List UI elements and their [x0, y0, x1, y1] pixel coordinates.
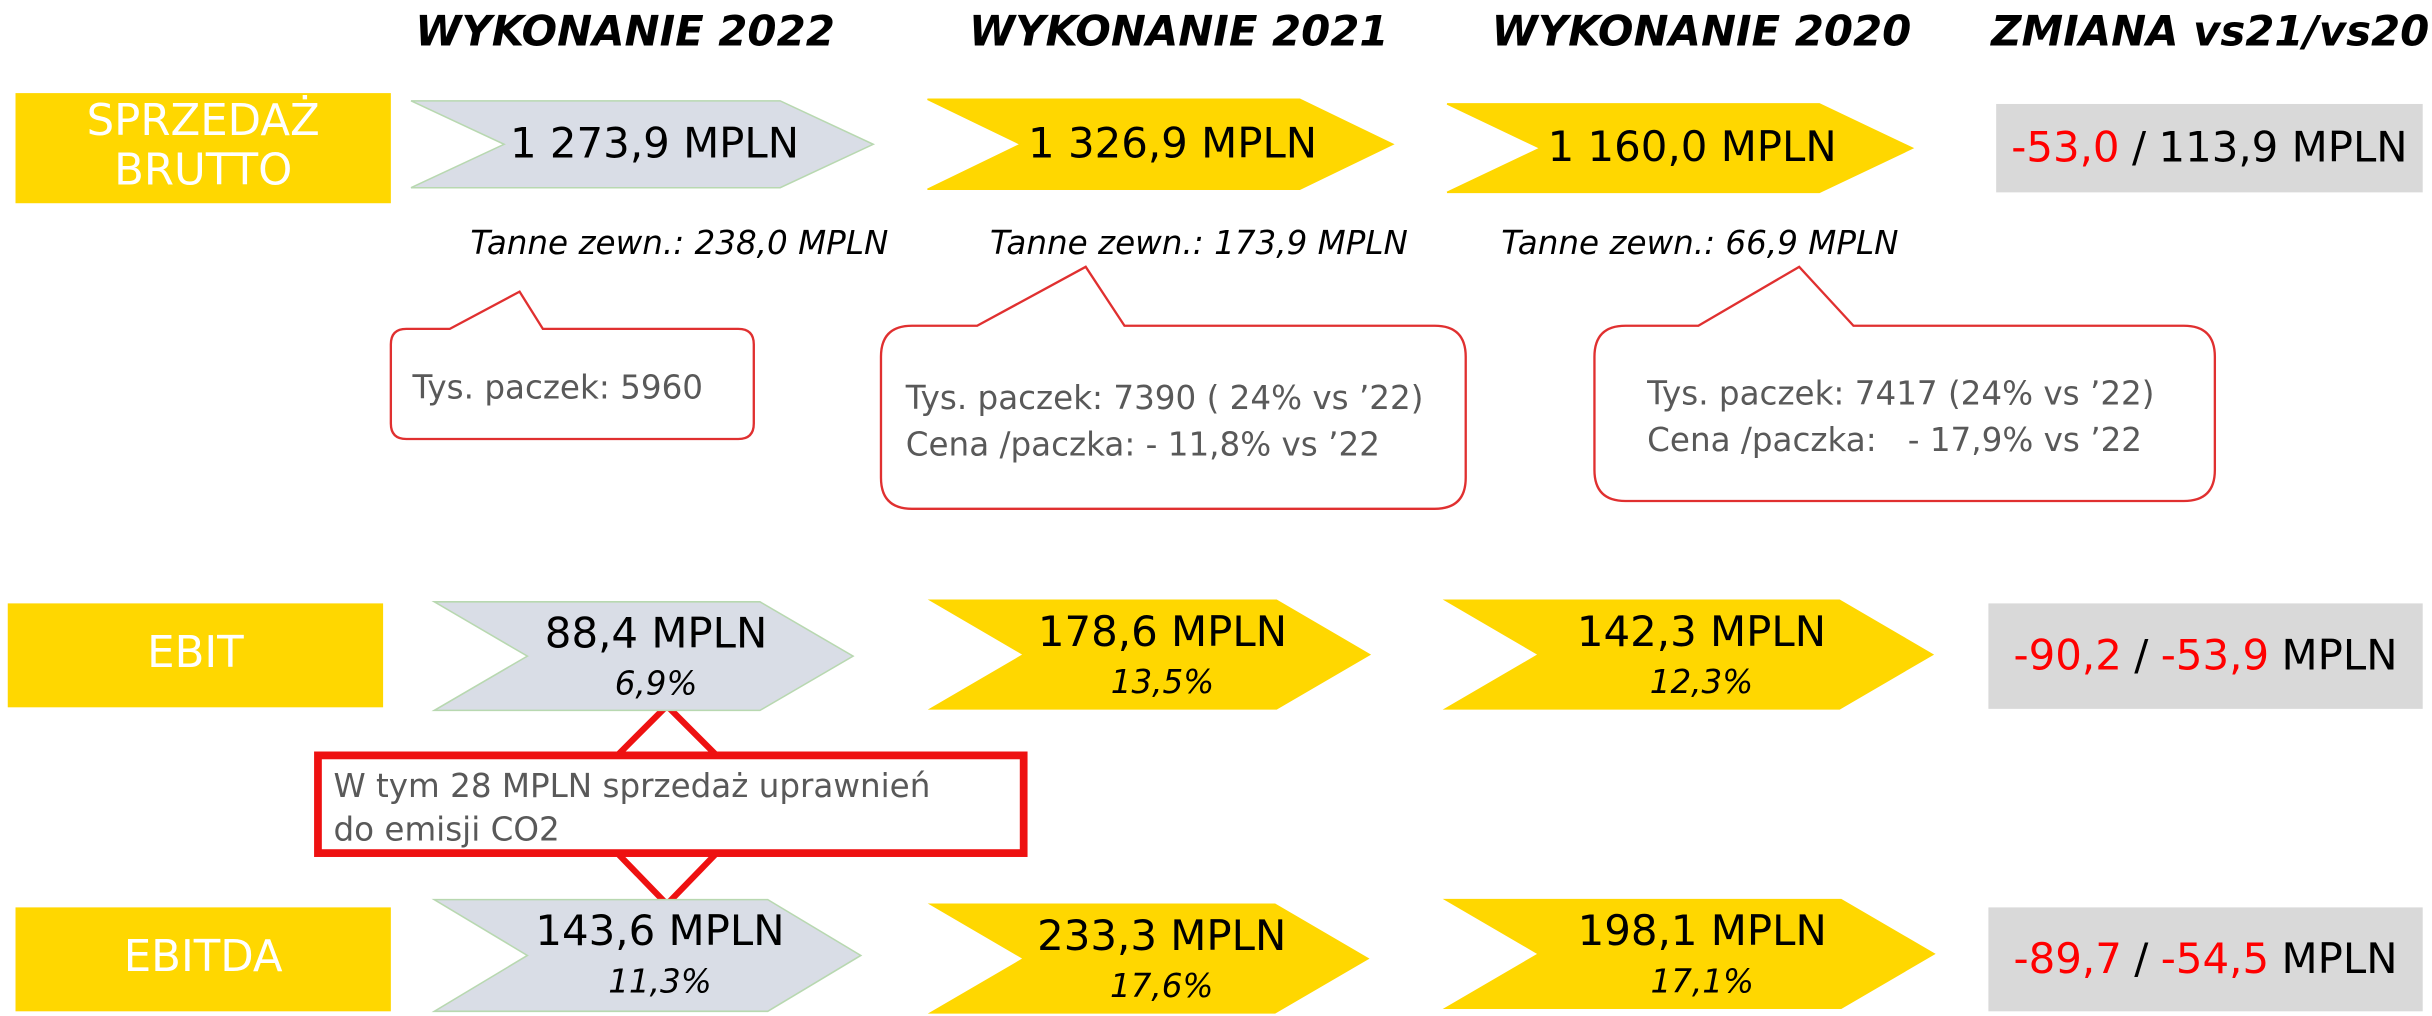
chevron: [927, 903, 1370, 1014]
cell-percent: 17,6%: [1110, 967, 1213, 1005]
change-box: [1988, 603, 2423, 709]
change-part: -53,0: [2011, 122, 2119, 171]
row-label: SPRZEDAŻ: [87, 95, 320, 146]
row-label: BRUTTO: [114, 145, 292, 195]
callout-text: Tys. paczek: 7390 ( 24% vs ’22): [905, 379, 1424, 417]
cell-value: 143,6 MPLN: [535, 906, 784, 955]
callout: [879, 265, 1467, 510]
cell-percent: 6,9%: [615, 665, 698, 703]
note: Tanne zewn.: 173,9 MPLN: [990, 224, 1408, 262]
column-header: WYKONANIE 2021: [969, 7, 1389, 56]
callout-text: Tys. paczek: 5960: [412, 368, 703, 406]
change-part: -54,5: [2161, 933, 2269, 982]
callout-text: Cena /paczka: - 11,8% vs ’22: [906, 426, 1380, 464]
row-label-box: [7, 603, 384, 708]
cell-value: 1 160,0 MPLN: [1548, 122, 1837, 171]
change-part: /: [2134, 933, 2149, 982]
callout: [1593, 265, 2217, 503]
chevron: [927, 98, 1395, 191]
row-label-box: [15, 907, 391, 1012]
change-text: -90,2/-53,9 MPLN: [2014, 630, 2398, 679]
change-text: -53,0 /113,9 MPLN: [2011, 122, 2407, 171]
remark-box: [314, 751, 1028, 857]
change-part: 113,9 MPLN: [2158, 122, 2407, 171]
note: Tanne zewn.: 66,9 MPLN: [1501, 224, 1898, 262]
cell-value: 1 326,9 MPLN: [1028, 118, 1317, 167]
change-part: -90,2: [2014, 630, 2122, 679]
chevron: [431, 601, 855, 712]
callout-text: Cena /paczka: - 17,9% vs ’22: [1647, 421, 2142, 459]
cell-value: 142,3 MPLN: [1577, 607, 1826, 656]
chevron: [410, 100, 876, 189]
cell-value: 178,6 MPLN: [1038, 607, 1287, 656]
change-box: [1996, 103, 2423, 193]
chevron: [431, 898, 863, 1013]
cell-value: 233,3 MPLN: [1037, 911, 1286, 960]
cell-value: 88,4 MPLN: [545, 608, 768, 657]
note: Tanne zewn.: 238,0 MPLN: [470, 224, 888, 262]
chevron: [1442, 599, 1935, 710]
cell-percent: 11,3%: [608, 962, 711, 1000]
chevron: [1446, 103, 1915, 194]
change-part: MPLN: [2282, 630, 2398, 679]
chevron: [927, 599, 1372, 710]
callout-text: Tys. paczek: 7417 (24% vs ’22): [1646, 375, 2154, 413]
callout: [389, 290, 755, 441]
remark-text: W tym 28 MPLN sprzedaż uprawnień: [333, 767, 930, 805]
column-header: WYKONANIE 2022: [415, 7, 835, 56]
chevron: [1442, 898, 1936, 1009]
cell-value: 1 273,9 MPLN: [510, 118, 799, 167]
arrow-down: [609, 850, 724, 909]
column-header: WYKONANIE 2020: [1492, 7, 1912, 56]
change-part: -89,7: [2014, 933, 2122, 982]
change-part: MPLN: [2282, 933, 2398, 982]
row-label: EBIT: [147, 628, 244, 678]
arrow-up: [609, 701, 725, 759]
remark-text: do emisji CO2: [333, 810, 559, 848]
change-part: -53,9: [2161, 630, 2269, 679]
change-box: [1988, 907, 2423, 1012]
cell-percent: 13,5%: [1111, 663, 1214, 701]
change-part: /: [2132, 122, 2147, 171]
row-label-box: [15, 93, 391, 204]
column-header: ZMIANA vs21/vs20: [1989, 7, 2429, 56]
cell-percent: 12,3%: [1650, 663, 1753, 701]
change-text: -89,7/-54,5 MPLN: [2014, 933, 2398, 982]
row-label: EBITDA: [124, 932, 283, 982]
cell-value: 198,1 MPLN: [1578, 906, 1827, 955]
change-part: /: [2134, 630, 2149, 679]
cell-percent: 17,1%: [1651, 962, 1754, 1000]
